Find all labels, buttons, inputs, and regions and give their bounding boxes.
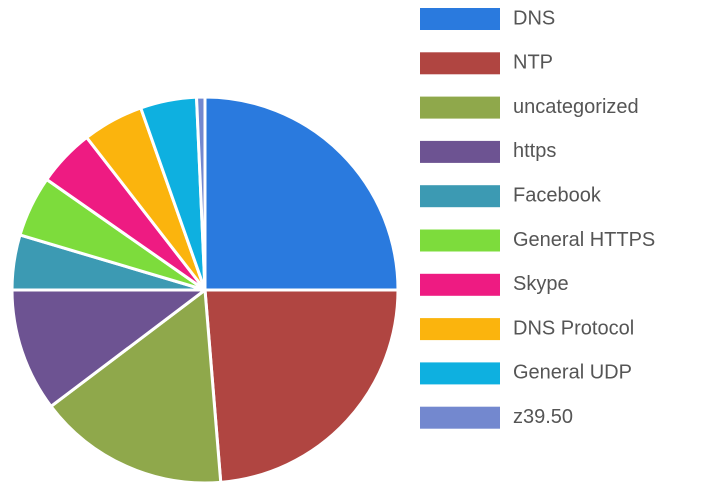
- legend-label: uncategorized: [513, 96, 639, 118]
- legend-swatch: [420, 52, 500, 75]
- pie-slice: [203, 95, 400, 292]
- legend-label: General HTTPS: [513, 229, 655, 251]
- legend-label: General UDP: [513, 362, 632, 384]
- legend-swatch: [420, 96, 500, 119]
- legend-swatch: [420, 8, 500, 30]
- legend-label: Skype: [513, 273, 569, 295]
- pie-slice: [10, 288, 210, 409]
- legend-swatch: [420, 362, 500, 385]
- legend-label: DNS: [513, 7, 555, 29]
- legend-label: z39.50: [513, 406, 573, 428]
- legend-label: Facebook: [513, 184, 602, 206]
- legend-swatch: [420, 318, 500, 341]
- pie-slice: [203, 288, 400, 482]
- legend-label: https: [513, 140, 556, 162]
- legend-label: DNS Protocol: [513, 317, 634, 339]
- legend-swatch: [420, 406, 500, 429]
- legend-label: NTP: [513, 52, 553, 74]
- legend-swatch: [420, 185, 500, 208]
- pie-slice: [48, 287, 223, 482]
- legend-swatch: [420, 140, 500, 163]
- legend-swatch: [420, 229, 500, 252]
- pie-slice: [194, 95, 207, 291]
- legend-swatch: [420, 273, 500, 296]
